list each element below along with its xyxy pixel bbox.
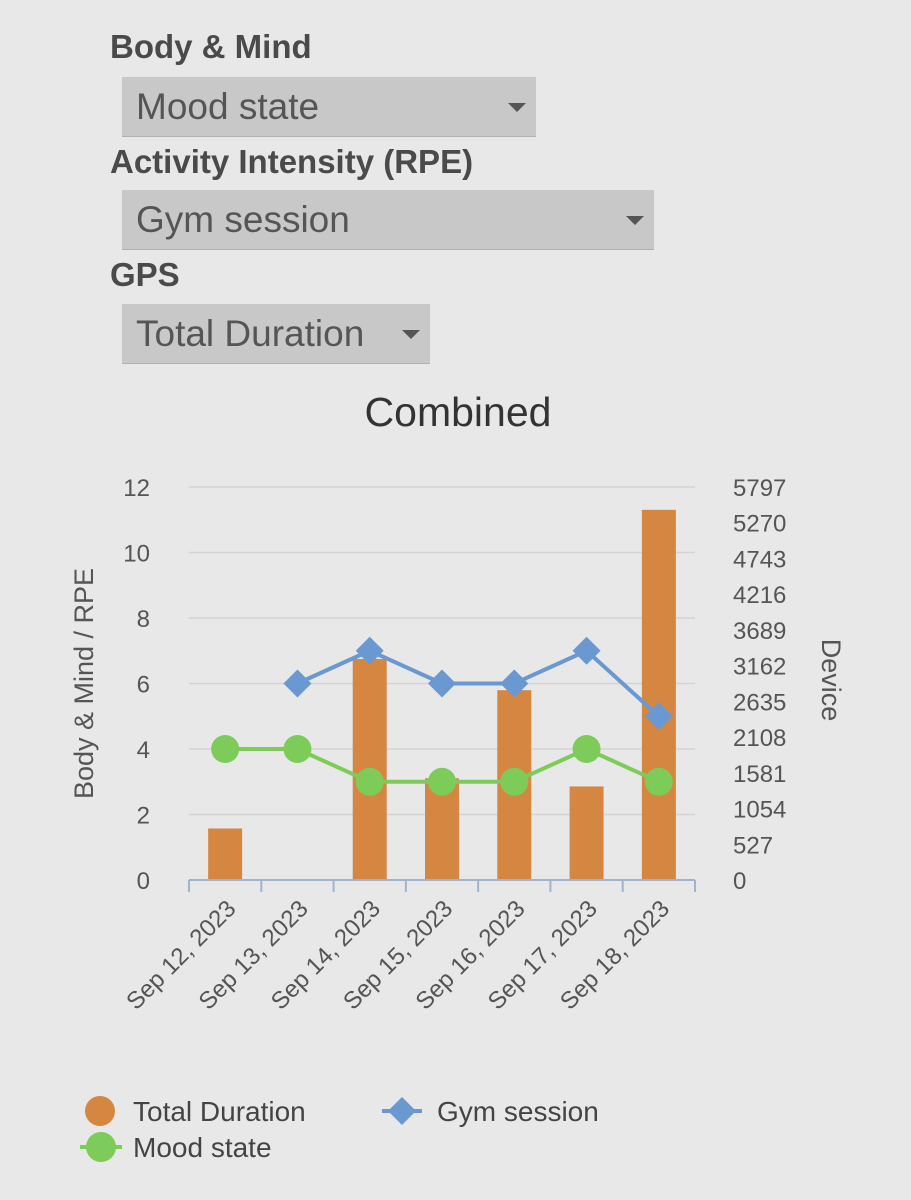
chevron-down-icon xyxy=(402,330,420,339)
legend-label-gym-session: Gym session xyxy=(437,1096,599,1127)
chart-title: Combined xyxy=(365,389,552,435)
gps-label: GPS xyxy=(110,256,180,293)
y-right-tick-label: 5270 xyxy=(733,511,786,538)
y-right-tick-label: 2635 xyxy=(733,689,786,716)
y-right-tick-label: 4216 xyxy=(733,582,786,609)
line-gym-session xyxy=(296,648,661,718)
legend-swatch-total-duration xyxy=(85,1096,115,1126)
chevron-down-icon xyxy=(626,216,644,225)
y-left-tick-label: 8 xyxy=(137,606,150,633)
y-left-tick-label: 12 xyxy=(123,475,150,502)
bar-total-duration xyxy=(208,828,243,880)
point-mood-state xyxy=(211,735,240,763)
y-left-tick-label: 10 xyxy=(123,541,150,568)
legend-swatch-gym-session xyxy=(388,1097,416,1125)
y-left-axis-title: Body & Mind / RPE xyxy=(69,568,99,799)
y-left-tick-label: 4 xyxy=(137,737,150,764)
point-mood-state xyxy=(644,767,673,796)
activity-intensity-selected-value: Gym session xyxy=(136,198,350,240)
point-mood-state xyxy=(283,735,312,763)
chevron-down-icon xyxy=(508,103,526,112)
bar-total-duration xyxy=(569,786,604,880)
y-right-axis-title: Device xyxy=(816,639,846,722)
point-mood-state xyxy=(572,735,601,763)
y-right-tick-label: 3689 xyxy=(733,618,786,645)
legend-label-mood-state: Mood state xyxy=(133,1132,272,1163)
gps-select[interactable]: Total Duration xyxy=(122,304,430,364)
gps-selected-value: Total Duration xyxy=(136,312,365,354)
point-mood-state xyxy=(428,767,456,796)
y-right-tick-label: 0 xyxy=(733,868,746,895)
activity-intensity-select[interactable]: Gym session xyxy=(122,190,654,250)
activity-intensity-label: Activity Intensity (RPE) xyxy=(110,143,474,180)
y-left-tick-label: 6 xyxy=(137,672,150,699)
y-right-tick-label: 1581 xyxy=(733,761,786,788)
point-gym-session xyxy=(572,636,601,665)
y-right-tick-label: 3162 xyxy=(733,654,786,681)
body-mind-select[interactable]: Mood state xyxy=(122,77,536,137)
point-gym-session xyxy=(283,669,312,698)
y-right-tick-label: 5797 xyxy=(733,475,786,502)
point-gym-session xyxy=(355,636,384,665)
y-right-tick-label: 2108 xyxy=(733,725,786,752)
y-left-tick-label: 2 xyxy=(137,803,150,830)
body-mind-label: Body & Mind xyxy=(110,28,312,65)
legend-label-total-duration: Total Duration xyxy=(133,1096,306,1127)
y-left-tick-label: 0 xyxy=(137,868,150,895)
bar-total-duration xyxy=(641,509,676,880)
point-gym-session xyxy=(500,669,529,698)
y-right-tick-label: 1054 xyxy=(733,797,786,824)
point-gym-session xyxy=(644,702,673,731)
y-right-tick-label: 4743 xyxy=(733,546,786,573)
point-mood-state xyxy=(500,767,529,796)
combined-chart: Combined 0 2 4 6 8 10 12 0 527 1054 1581 2108 2635 316… xyxy=(69,389,846,1163)
body-mind-selected-value: Mood state xyxy=(136,85,320,127)
legend-swatch-mood-state xyxy=(86,1132,116,1162)
y-right-tick-label: 527 xyxy=(733,832,773,859)
point-gym-session xyxy=(428,669,456,698)
point-mood-state xyxy=(355,767,384,796)
